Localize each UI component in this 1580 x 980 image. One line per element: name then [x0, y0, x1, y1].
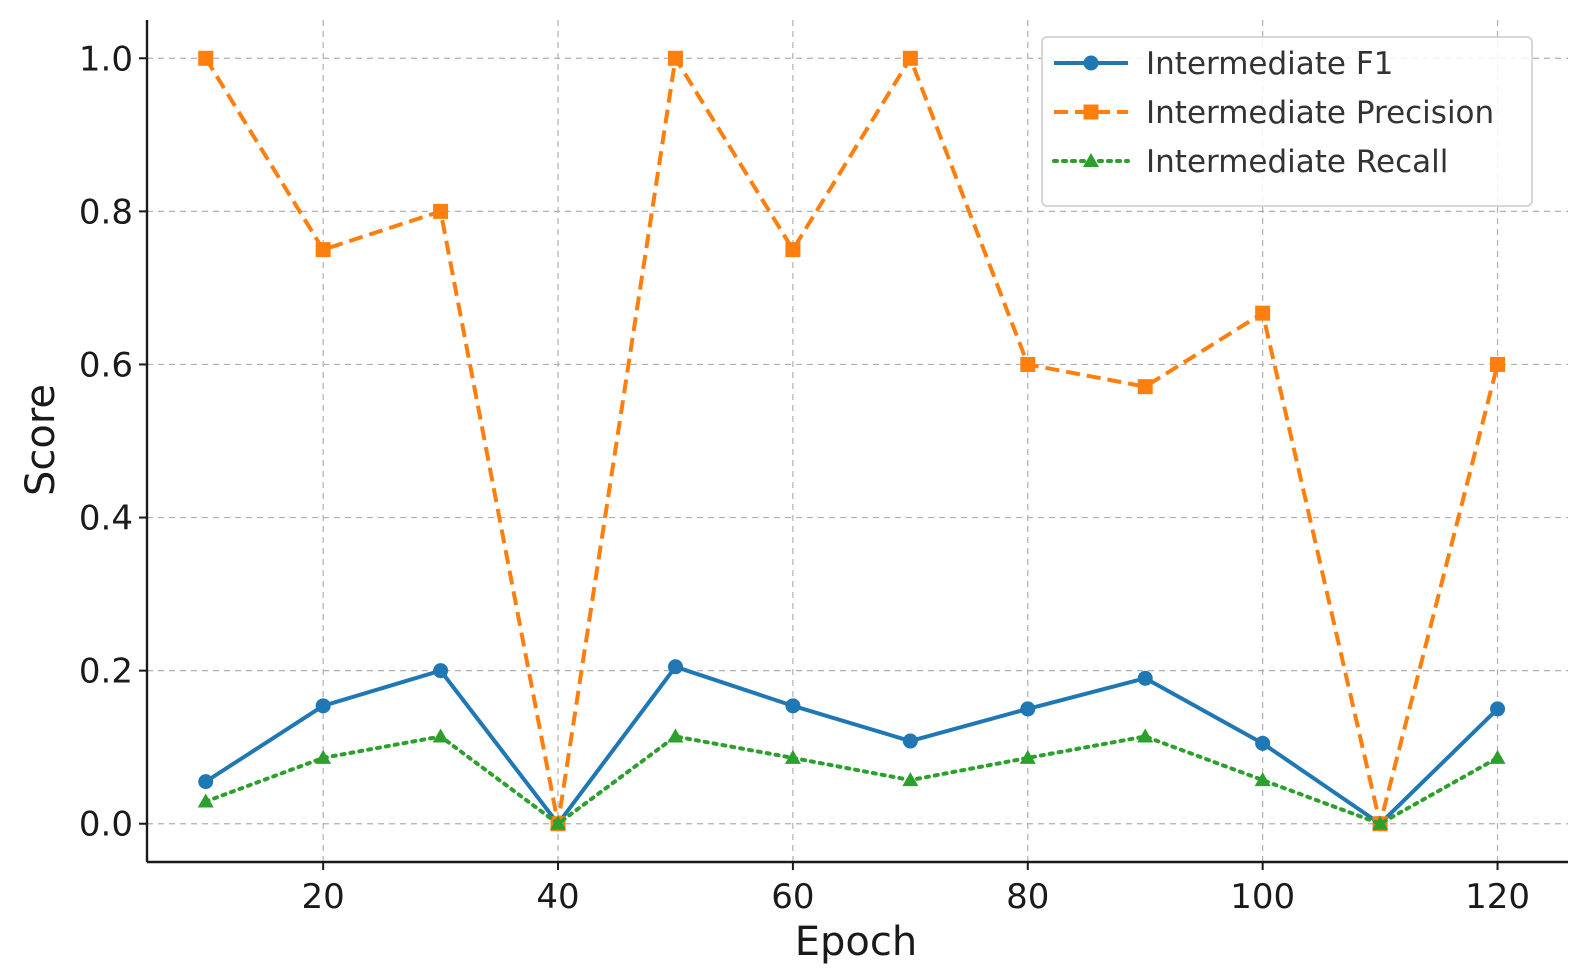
series-line: [204, 56, 1500, 826]
legend-marker: [1083, 153, 1099, 167]
x-tick-label: 20: [302, 877, 345, 917]
y-axis-label: Score: [18, 384, 64, 496]
series-intermediate-precision: [198, 50, 1506, 832]
data-point: [433, 663, 449, 679]
data-point: [902, 733, 918, 749]
x-axis-label: Epoch: [795, 919, 917, 965]
data-point: [667, 50, 683, 66]
y-tick-label: 0.2: [79, 652, 133, 692]
data-point: [785, 698, 801, 714]
x-tick-label: 40: [536, 877, 579, 917]
x-tick-label: 100: [1230, 877, 1295, 917]
data-point: [198, 50, 214, 66]
data-point: [1255, 305, 1271, 321]
data-point: [315, 242, 331, 258]
data-point: [1019, 749, 1036, 764]
legend-label: Intermediate F1: [1146, 46, 1393, 82]
data-point: [315, 698, 331, 714]
data-point: [1137, 379, 1153, 395]
data-point: [784, 749, 801, 764]
legend-item: Intermediate F1: [1054, 46, 1393, 82]
x-tick-label: 120: [1465, 877, 1530, 917]
legend-label: Intermediate Precision: [1146, 95, 1494, 131]
data-point: [1137, 728, 1154, 743]
y-tick-label: 0.6: [79, 345, 133, 385]
data-point: [550, 815, 567, 830]
series-line: [204, 664, 1499, 826]
series-intermediate-recall: [197, 728, 1506, 830]
grid: [147, 20, 1568, 862]
legend-label: Intermediate Recall: [1146, 144, 1448, 180]
legend-item: Intermediate Recall: [1052, 144, 1448, 180]
data-point: [1020, 701, 1036, 717]
data-point: [1490, 701, 1506, 717]
data-point: [433, 203, 449, 219]
y-tick-label: 1.0: [79, 39, 133, 79]
data-point: [1137, 670, 1153, 686]
data-point: [1254, 772, 1271, 787]
legend-box: [1041, 36, 1533, 207]
data-point: [1490, 356, 1506, 372]
data-point: [1020, 356, 1036, 372]
data-point: [902, 772, 919, 787]
data-point: [785, 242, 801, 258]
data-point: [1255, 735, 1271, 751]
data-point: [315, 749, 332, 764]
legend-item: Intermediate Precision: [1054, 95, 1494, 131]
ticks: 20 40 60 80 100 120 0.0 0.2 0.4 0.6 0.8 1.0: [79, 39, 1530, 917]
axes: [145, 20, 1568, 864]
y-tick-label: 0.4: [79, 499, 133, 539]
data-point: [667, 728, 684, 743]
x-tick-label: 60: [771, 877, 814, 917]
legend-marker: [1083, 104, 1099, 120]
data-point: [1372, 815, 1389, 830]
series-group: [197, 50, 1506, 832]
y-tick-label: 0.8: [79, 192, 133, 232]
y-tick-label: 0.0: [79, 805, 133, 845]
legend-marker: [1083, 55, 1099, 71]
data-point: [902, 50, 918, 66]
data-point: [197, 793, 214, 808]
data-point: [1489, 749, 1506, 764]
x-tick-label: 80: [1006, 877, 1049, 917]
data-point: [198, 774, 214, 790]
legend: Intermediate F1 Intermediate Precision Int…: [1041, 36, 1533, 207]
data-point: [432, 728, 449, 743]
data-point: [667, 659, 683, 675]
series-line: [203, 734, 1500, 826]
